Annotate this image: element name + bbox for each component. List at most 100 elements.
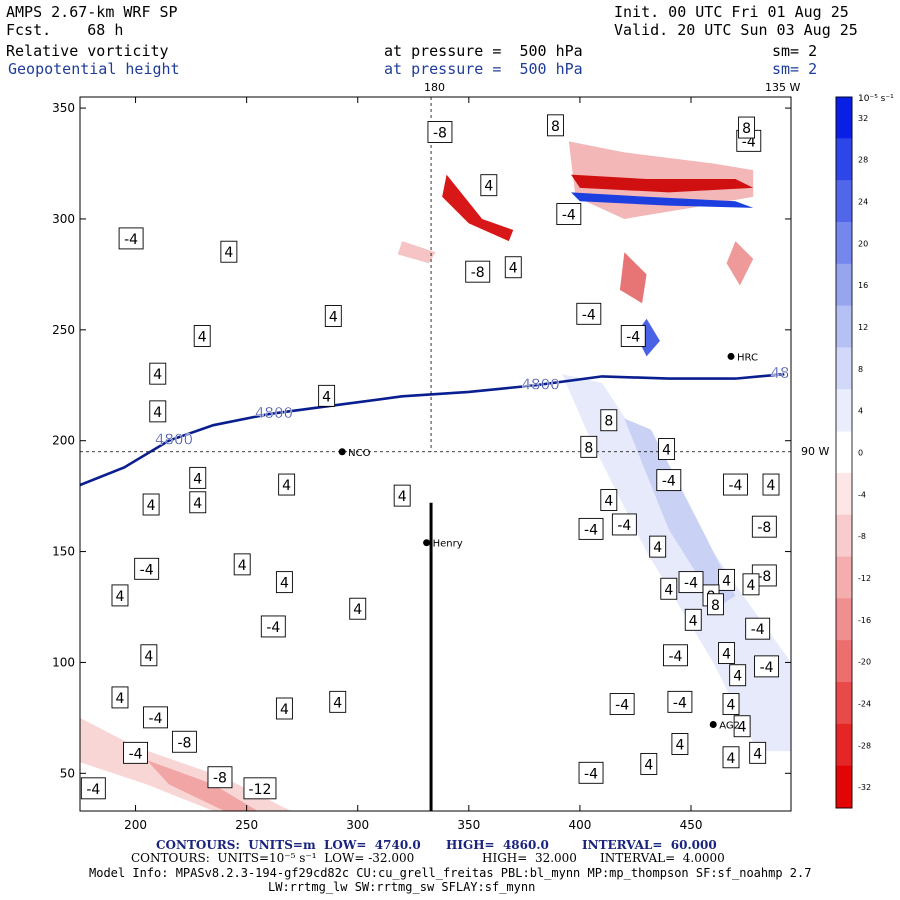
vorticity-label-text: -12 <box>249 782 272 798</box>
vorticity-label: 4 <box>149 362 167 385</box>
vorticity-label-box <box>207 766 233 789</box>
vorticity-label-box <box>578 761 604 784</box>
station-marker <box>423 539 431 547</box>
shade-negative-north-core <box>571 174 754 193</box>
axes: 200 250 300 350 400 450 50 100 150 200 250 300 350 <box>52 97 791 832</box>
vorticity-label-text: -4 <box>582 307 596 323</box>
model-title: AMPS 2.67-km WRF SP <box>6 3 178 21</box>
vorticity-label-text: 4 <box>753 746 762 762</box>
vorticity-label-box <box>149 400 167 423</box>
vorticity-label-box <box>762 473 780 496</box>
x-tick-label: 300 <box>346 818 369 832</box>
vorticity-label-box <box>142 493 160 516</box>
vorticity-label: 4 <box>504 256 522 279</box>
x-tick-label: 450 <box>680 818 703 832</box>
vorticity-label-box <box>329 690 347 713</box>
vorticity-label-box <box>480 174 498 197</box>
vorticity-label: -8 <box>207 766 233 789</box>
vorticity-label-box <box>600 409 618 432</box>
vorticity-label-text: 4 <box>767 478 776 494</box>
vorticity-label-box <box>324 305 342 327</box>
valid-time: Valid. 20 UTC Sun 03 Aug 25 <box>614 21 858 39</box>
lon-label-top-right: 135 W <box>765 81 800 94</box>
vorticity-label-box <box>220 240 238 263</box>
vorticity-label-box <box>111 584 129 607</box>
vorticity-label: 4 <box>729 664 747 687</box>
colorbar-tick-label: -12 <box>858 574 871 583</box>
vorticity-label: -8 <box>751 515 777 538</box>
station-label: HRC <box>737 352 758 363</box>
vorticity-label-text: 4 <box>333 695 342 711</box>
vorticity-label-text: 4 <box>747 578 756 594</box>
vorticity-label-text: 4 <box>282 478 291 494</box>
x-tick-label: 400 <box>568 818 591 832</box>
init-time: Init. 00 UTC Fri 01 Aug 25 <box>614 3 849 21</box>
vorticity-label-box <box>649 535 667 558</box>
vorticity-label-text: 4 <box>722 647 731 663</box>
vorticity-label: 4 <box>733 715 751 738</box>
vorticity-label-text: 4 <box>644 757 653 773</box>
vorticity-label-box <box>260 615 286 638</box>
station-label: AG2 <box>719 721 740 732</box>
vorticity-label-text: -4 <box>684 576 698 592</box>
y-tick-label: 300 <box>52 212 75 226</box>
vorticity-label-text: -4 <box>760 660 774 676</box>
vorticity-label: -4 <box>578 761 604 784</box>
vorticity-label-text: -4 <box>140 562 154 578</box>
colorbar-swatch <box>835 221 853 265</box>
vorticity-label: 4 <box>658 438 676 461</box>
vorticity-label-box <box>556 203 582 225</box>
vorticity-label: 4 <box>349 597 367 620</box>
vorticity-label-box <box>660 577 678 600</box>
field1-name: Relative vorticity <box>6 42 169 60</box>
vorticity-label: -8 <box>171 730 197 753</box>
vorticity-label: 8 <box>738 116 756 139</box>
shade-negative-sw <box>80 717 292 811</box>
vorticity-label-text: -4 <box>149 711 163 727</box>
vorticity-field <box>80 141 791 811</box>
colorbar-tick-label: 12 <box>858 323 868 332</box>
vorticity-label-text: 4 <box>722 573 731 589</box>
vorticity-label: 4 <box>718 568 736 591</box>
colorbar-tick-label: 8 <box>858 365 863 374</box>
vorticity-label-text: 4 <box>509 261 518 277</box>
colorbar-swatch <box>835 682 853 725</box>
vorticity-label: 4 <box>193 325 211 347</box>
vorticity-label-text: 4 <box>662 443 671 459</box>
x-tick-label: 200 <box>124 818 147 832</box>
footer-contour-height: CONTOURS: UNITS=m LOW= 4740.0 <box>156 838 421 852</box>
vorticity-label-box <box>80 777 106 800</box>
vorticity-label: 4 <box>142 493 160 516</box>
vorticity-label-text: -4 <box>615 698 629 714</box>
vorticity-label-box <box>393 484 411 507</box>
vorticity-label: -4 <box>723 473 748 496</box>
vorticity-label-text: 8 <box>551 119 560 135</box>
footer-contour-height-interval: INTERVAL= 60.000 <box>582 838 717 852</box>
vorticity-label-box <box>729 664 747 687</box>
colorbar-tick-label: -16 <box>858 616 871 625</box>
vorticity-label-text: -4 <box>266 620 280 636</box>
vorticity-label-box <box>233 553 251 576</box>
vorticity-label-box <box>143 706 168 729</box>
vorticity-label-text: -4 <box>626 329 640 345</box>
vorticity-label-box <box>722 746 740 769</box>
vorticity-label: 8 <box>600 409 618 432</box>
vorticity-label: 4 <box>111 584 129 607</box>
vorticity-label-box <box>275 697 293 720</box>
vorticity-label-box <box>611 513 637 536</box>
colorbar-unit: 10⁻⁵ s⁻¹ <box>858 94 894 104</box>
vorticity-label: -4 <box>678 571 704 594</box>
vorticity-label-box <box>189 491 207 514</box>
vorticity-label: 4 <box>393 484 411 507</box>
vorticity-label: 4 <box>722 746 740 769</box>
shade-negative-sw-core <box>146 760 258 811</box>
height-contour-label: 4800 <box>521 375 559 393</box>
vorticity-label-text: 4 <box>116 691 125 707</box>
colorbar-tick-label: -24 <box>858 699 871 708</box>
vorticity-label-text: -4 <box>562 208 576 224</box>
vorticity-label-text: 8 <box>604 414 613 430</box>
vorticity-label: 4 <box>318 384 336 407</box>
shade-positive-north-core <box>571 192 754 208</box>
footer-contour-vort-high: HIGH= 32.000 <box>482 851 577 865</box>
x-tick-label: 250 <box>235 818 258 832</box>
